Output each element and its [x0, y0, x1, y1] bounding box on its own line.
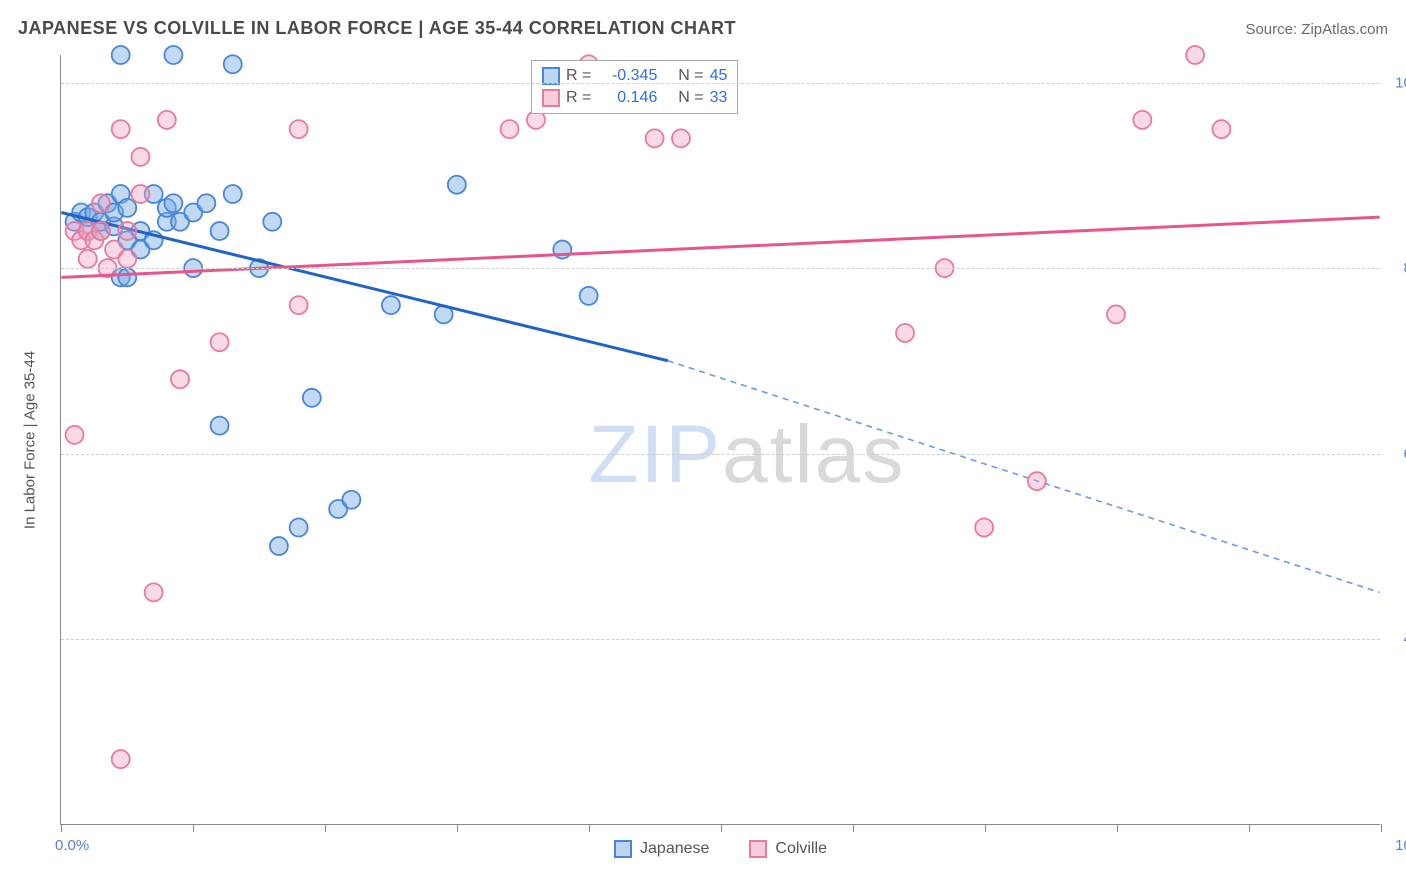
trendline-japanese-extrapolated: [668, 361, 1380, 593]
data-point-japanese: [118, 268, 136, 286]
n-value-colville: 33: [710, 89, 728, 107]
legend-swatch-colville: [749, 840, 767, 858]
data-point-colville: [118, 222, 136, 240]
data-point-colville: [1212, 120, 1230, 138]
gridline-h: [61, 268, 1380, 269]
data-point-colville: [112, 750, 130, 768]
data-point-colville: [975, 519, 993, 537]
data-point-colville: [79, 250, 97, 268]
legend-stats: R =-0.345 N = 45R =0.146 N = 33: [531, 60, 738, 114]
data-point-colville: [211, 333, 229, 351]
x-tick: [1117, 824, 1118, 832]
data-point-colville: [290, 296, 308, 314]
data-point-japanese: [263, 213, 281, 231]
data-point-colville: [66, 426, 84, 444]
data-point-colville: [118, 250, 136, 268]
gridline-h: [61, 83, 1380, 84]
chart-svg: [61, 55, 1380, 824]
data-point-colville: [145, 583, 163, 601]
legend-label-colville: Colville: [775, 840, 827, 858]
x-tick: [61, 824, 62, 832]
data-point-colville: [646, 129, 664, 147]
data-point-japanese: [382, 296, 400, 314]
data-point-colville: [112, 120, 130, 138]
x-tick: [589, 824, 590, 832]
data-point-colville: [672, 129, 690, 147]
data-point-colville: [158, 111, 176, 129]
data-point-japanese: [197, 194, 215, 212]
n-label: N =: [678, 89, 703, 107]
x-tick: [457, 824, 458, 832]
data-point-japanese: [290, 519, 308, 537]
legend-swatch-japanese: [614, 840, 632, 858]
gridline-h: [61, 639, 1380, 640]
legend-swatch-colville: [542, 89, 560, 107]
y-tick-label: 60.0%: [1384, 445, 1406, 462]
data-point-japanese: [164, 194, 182, 212]
data-point-japanese: [224, 55, 242, 73]
data-point-colville: [1133, 111, 1151, 129]
data-point-japanese: [164, 46, 182, 64]
x-tick: [985, 824, 986, 832]
data-point-colville: [131, 148, 149, 166]
data-point-japanese: [211, 222, 229, 240]
data-point-colville: [1028, 472, 1046, 490]
data-point-japanese: [118, 199, 136, 217]
legend-item-colville: Colville: [749, 840, 827, 858]
x-tick: [193, 824, 194, 832]
data-point-colville: [501, 120, 519, 138]
legend-series: Japanese Colville: [61, 840, 1380, 858]
data-point-colville: [1107, 305, 1125, 323]
chart-title: JAPANESE VS COLVILLE IN LABOR FORCE | AG…: [18, 18, 736, 39]
data-point-colville: [896, 324, 914, 342]
plot-area: ZIPatlas R =-0.345 N = 45R =0.146 N = 33…: [60, 55, 1380, 825]
legend-item-japanese: Japanese: [614, 840, 709, 858]
y-axis-label: In Labor Force | Age 35-44: [22, 351, 39, 529]
y-tick-label: 100.0%: [1384, 74, 1406, 91]
data-point-colville: [92, 194, 110, 212]
y-tick-label: 40.0%: [1384, 631, 1406, 648]
r-value-colville: 0.146: [597, 89, 657, 107]
y-tick-label: 80.0%: [1384, 260, 1406, 277]
gridline-h: [61, 454, 1380, 455]
data-point-japanese: [224, 185, 242, 203]
data-point-colville: [1186, 46, 1204, 64]
x-tick: [853, 824, 854, 832]
data-point-japanese: [211, 417, 229, 435]
data-point-colville: [171, 370, 189, 388]
data-point-japanese: [580, 287, 598, 305]
data-point-japanese: [112, 46, 130, 64]
x-tick: [1381, 824, 1382, 832]
legend-label-japanese: Japanese: [640, 840, 709, 858]
data-point-colville: [131, 185, 149, 203]
data-point-japanese: [342, 491, 360, 509]
data-point-japanese: [270, 537, 288, 555]
data-point-japanese: [303, 389, 321, 407]
trendline-japanese: [61, 213, 667, 361]
x-tick: [1249, 824, 1250, 832]
data-point-colville: [290, 120, 308, 138]
data-point-colville: [92, 222, 110, 240]
legend-stat-row-colville: R = 0.146 N = 33: [542, 87, 727, 109]
x-tick: [721, 824, 722, 832]
data-point-japanese: [448, 176, 466, 194]
x-tick: [325, 824, 326, 832]
r-label: R =: [566, 89, 591, 107]
x-max-label: 100.0%: [1395, 837, 1406, 854]
source-label: Source: ZipAtlas.com: [1245, 21, 1388, 38]
